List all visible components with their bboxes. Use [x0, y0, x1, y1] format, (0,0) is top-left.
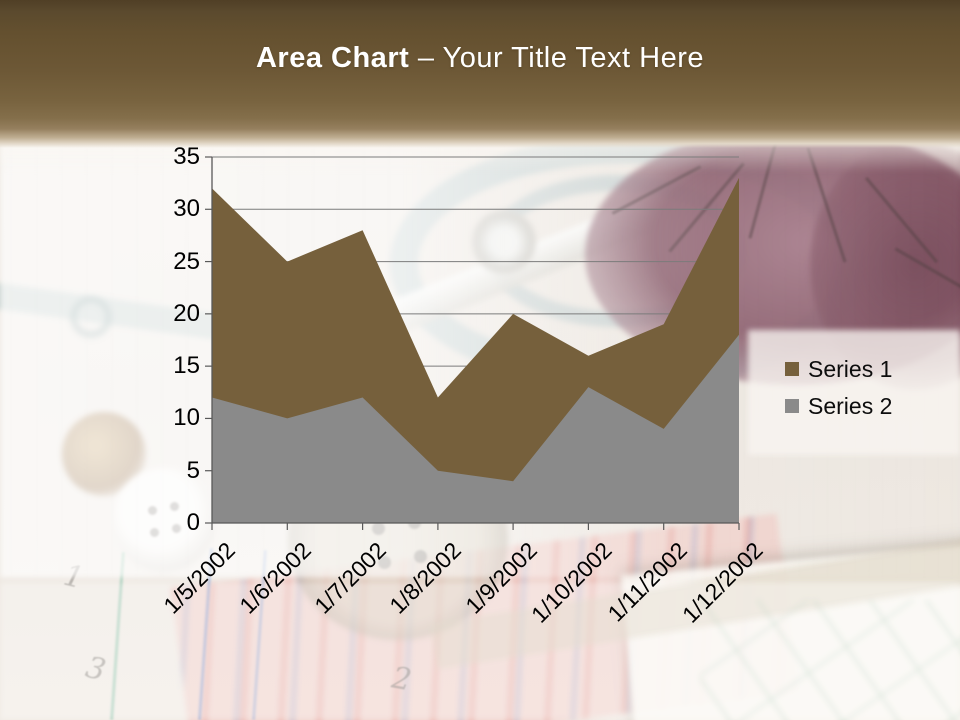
white-wash-legend — [748, 330, 960, 455]
slide-title-bold: Area Chart — [255, 42, 410, 74]
legend-item: Series 1 — [785, 357, 892, 381]
y-tick-label: 5 — [186, 456, 200, 484]
y-tick-label: 25 — [173, 247, 200, 275]
y-tick-label: 35 — [173, 143, 200, 170]
chart-legend: Series 1 Series 2 — [785, 357, 892, 431]
slide-title-separator: – — [417, 42, 435, 74]
legend-swatch-icon — [785, 362, 799, 376]
title-banner: Area Chart – Your Title Text Here — [0, 0, 960, 148]
white-wash-bottom — [0, 582, 960, 720]
slide-title: Area Chart – Your Title Text Here — [0, 42, 960, 75]
legend-label: Series 1 — [808, 356, 893, 382]
y-tick-label: 30 — [173, 195, 200, 223]
area-chart-plot — [205, 156, 740, 530]
y-tick-label: 15 — [173, 352, 200, 380]
y-tick-label: 0 — [186, 509, 200, 536]
legend-label: Series 2 — [808, 393, 893, 419]
y-tick-label: 10 — [173, 404, 200, 432]
legend-swatch-icon — [785, 399, 799, 413]
pattern-paper — [700, 600, 960, 720]
y-tick-label: 20 — [173, 299, 200, 327]
slide-title-rest: Your Title Text Here — [442, 42, 704, 74]
legend-item: Series 2 — [785, 394, 892, 418]
